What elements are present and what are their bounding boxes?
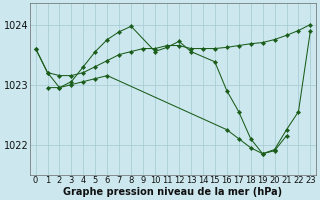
X-axis label: Graphe pression niveau de la mer (hPa): Graphe pression niveau de la mer (hPa) bbox=[63, 187, 283, 197]
